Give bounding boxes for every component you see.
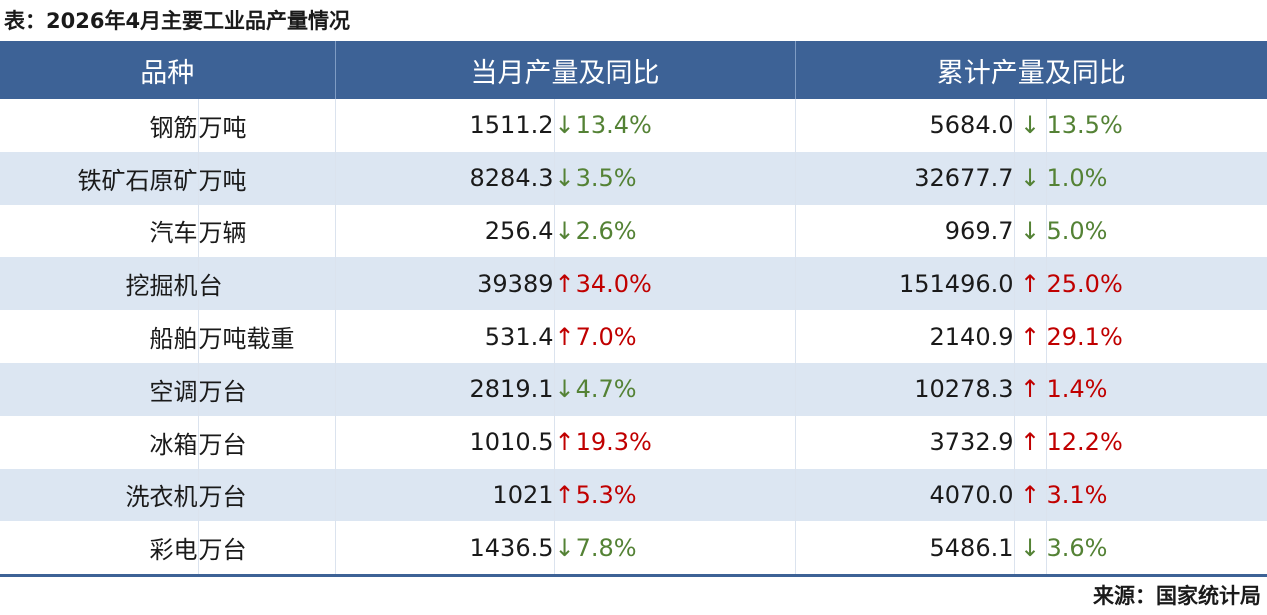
- arrow-down-icon: ↓: [554, 533, 575, 562]
- arrow-down-icon: ↓: [1013, 521, 1046, 578]
- cumulative-yoy: 3.6%: [1045, 521, 1267, 578]
- arrow-down-icon: ↓: [1013, 99, 1046, 152]
- arrow-up-icon: ↑: [1013, 468, 1046, 522]
- variety-name: 钢筋: [0, 99, 198, 152]
- arrow-down-icon: ↓: [554, 111, 575, 140]
- table-row: 挖掘机台 39389 ↑34.0% 151496.0 ↑ 25.0%: [0, 257, 1267, 311]
- cumulative-yoy: 29.1%: [1045, 310, 1267, 363]
- monthly-output: 531.4: [334, 310, 554, 363]
- cumulative-output: 969.7: [794, 204, 1014, 258]
- monthly-yoy: ↓2.6%: [553, 204, 795, 258]
- monthly-yoy: ↑5.3%: [553, 468, 795, 522]
- arrow-up-icon: ↑: [554, 269, 575, 298]
- variety-unit: 万吨: [197, 151, 335, 205]
- variety-name: 彩电: [0, 521, 198, 578]
- cumulative-output: 3732.9: [794, 415, 1014, 469]
- source-note: 来源：国家统计局: [1093, 584, 1261, 608]
- monthly-yoy: ↓7.8%: [553, 521, 795, 578]
- table-row: 洗衣机 万台 1021 ↑5.3% 4070.0 ↑ 3.1%: [0, 468, 1267, 522]
- arrow-down-icon: ↓: [1013, 151, 1046, 205]
- table-row: 空调 万台 2819.1 ↓4.7% 10278.3 ↑ 1.4%: [0, 362, 1267, 416]
- variety-name: 船舶: [0, 310, 198, 363]
- arrow-down-icon: ↓: [554, 164, 575, 193]
- header-variety: 品种: [0, 41, 335, 99]
- cumulative-yoy: 1.4%: [1045, 362, 1267, 416]
- arrow-up-icon: ↑: [1013, 415, 1046, 469]
- monthly-yoy-value: 3.5%: [575, 164, 637, 193]
- header-monthly: 当月产量及同比: [334, 41, 795, 99]
- arrow-up-icon: ↑: [554, 480, 575, 509]
- variety-name: 洗衣机: [0, 468, 198, 522]
- arrow-down-icon: ↓: [1013, 204, 1046, 258]
- monthly-yoy: ↑7.0%: [553, 310, 795, 363]
- variety-name: 空调: [0, 362, 198, 416]
- monthly-output: 256.4: [334, 204, 554, 258]
- variety-name: 铁矿石原矿: [0, 151, 198, 205]
- cumulative-yoy: 1.0%: [1045, 151, 1267, 205]
- monthly-yoy-value: 2.6%: [575, 216, 637, 245]
- cumulative-output: 5684.0: [794, 99, 1014, 152]
- table-row: 船舶 万吨载重 531.4 ↑7.0% 2140.9 ↑ 29.1%: [0, 310, 1267, 363]
- variety-unit: 万台: [197, 521, 335, 578]
- cumulative-yoy: 25.0%: [1045, 257, 1267, 311]
- cumulative-output: 32677.7: [794, 151, 1014, 205]
- monthly-output: 1021: [334, 468, 554, 522]
- table-row: 铁矿石原矿 万吨 8284.3 ↓3.5% 32677.7 ↓ 1.0%: [0, 151, 1267, 205]
- monthly-yoy-value: 7.8%: [575, 533, 637, 562]
- cumulative-output: 151496.0: [794, 257, 1014, 311]
- monthly-yoy: ↑19.3%: [553, 415, 795, 469]
- arrow-down-icon: ↓: [554, 216, 575, 245]
- variety-unit: 万辆: [197, 204, 335, 258]
- monthly-output: 39389: [334, 257, 554, 311]
- arrow-down-icon: ↓: [554, 375, 575, 404]
- arrow-up-icon: ↑: [1013, 362, 1046, 416]
- header-row: 品种 当月产量及同比 累计产量及同比: [0, 41, 1267, 99]
- monthly-output: 1010.5: [334, 415, 554, 469]
- arrow-up-icon: ↑: [554, 428, 575, 457]
- cumulative-output: 4070.0: [794, 468, 1014, 522]
- table-row: 冰箱 万台 1010.5 ↑19.3% 3732.9 ↑ 12.2%: [0, 415, 1267, 469]
- arrow-up-icon: ↑: [1013, 310, 1046, 363]
- monthly-yoy: ↓13.4%: [553, 99, 795, 152]
- monthly-yoy: ↓3.5%: [553, 151, 795, 205]
- monthly-yoy-value: 13.4%: [575, 111, 652, 140]
- cumulative-yoy: 12.2%: [1045, 415, 1267, 469]
- table-row: 钢筋 万吨 1511.2 ↓13.4% 5684.0 ↓ 13.5%: [0, 99, 1267, 152]
- variety-unit: 万台: [197, 415, 335, 469]
- table-row: 汽车 万辆 256.4 ↓2.6% 969.7 ↓ 5.0%: [0, 204, 1267, 258]
- monthly-yoy-value: 5.3%: [575, 480, 637, 509]
- cumulative-yoy: 13.5%: [1045, 99, 1267, 152]
- variety-name: 汽车: [0, 204, 198, 258]
- variety-unit: 万台: [197, 362, 335, 416]
- cumulative-yoy: 5.0%: [1045, 204, 1267, 258]
- monthly-yoy: ↓4.7%: [553, 362, 795, 416]
- cumulative-output: 10278.3: [794, 362, 1014, 416]
- arrow-up-icon: ↑: [1013, 257, 1046, 311]
- table-caption: 表：2026年4月主要工业品产量情况: [4, 9, 351, 33]
- cumulative-output: 5486.1: [794, 521, 1014, 578]
- variety-unit: 万吨: [197, 99, 335, 152]
- monthly-output: 8284.3: [334, 151, 554, 205]
- monthly-yoy-value: 4.7%: [575, 375, 637, 404]
- monthly-output: 1436.5: [334, 521, 554, 578]
- cumulative-output: 2140.9: [794, 310, 1014, 363]
- variety-unit: 万台: [197, 468, 335, 522]
- monthly-yoy: ↑34.0%: [553, 257, 795, 311]
- cumulative-yoy: 3.1%: [1045, 468, 1267, 522]
- production-table: 品种 当月产量及同比 累计产量及同比 钢筋 万吨 1511.2 ↓13.4% 5684.…: [0, 41, 1267, 578]
- monthly-yoy-value: 19.3%: [575, 428, 652, 457]
- monthly-output: 2819.1: [334, 362, 554, 416]
- monthly-yoy-value: 34.0%: [575, 269, 652, 298]
- monthly-yoy-value: 7.0%: [575, 322, 637, 351]
- variety-name: 挖掘机: [0, 257, 198, 311]
- monthly-output: 1511.2: [334, 99, 554, 152]
- variety-unit: 万吨载重: [197, 310, 335, 363]
- variety-unit: 台: [197, 257, 335, 311]
- arrow-up-icon: ↑: [554, 322, 575, 351]
- header-cumulative: 累计产量及同比: [794, 41, 1267, 99]
- variety-name: 冰箱: [0, 415, 198, 469]
- table-row: 彩电 万台 1436.5 ↓7.8% 5486.1 ↓ 3.6%: [0, 521, 1267, 578]
